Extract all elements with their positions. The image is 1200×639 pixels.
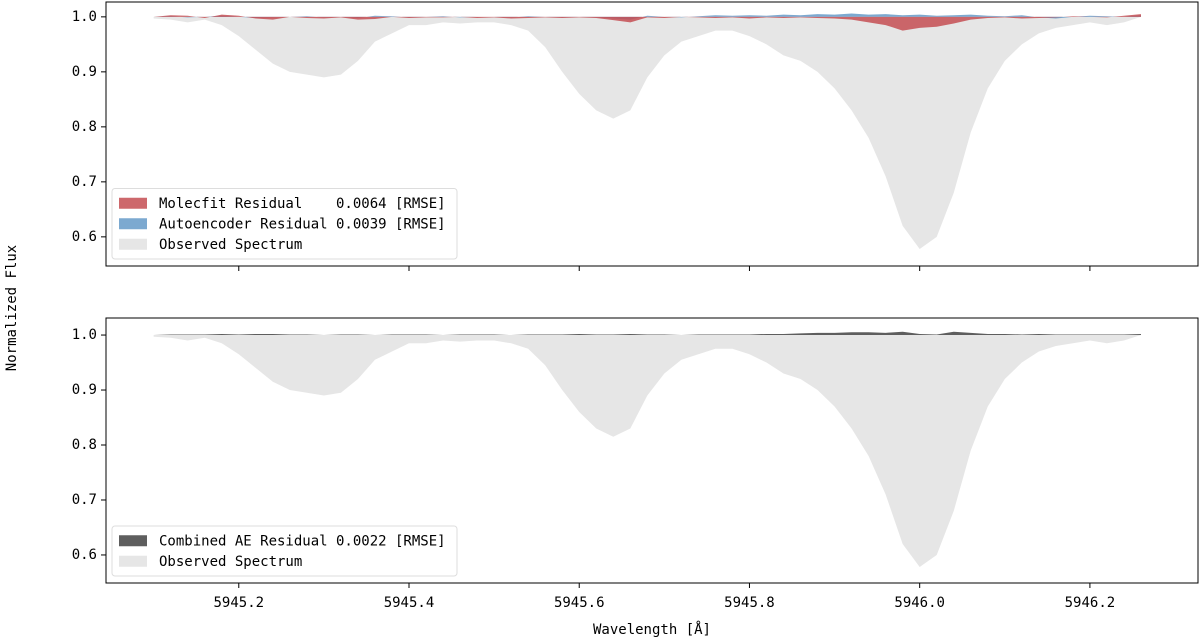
x-tick-label: 5946.0 xyxy=(894,595,945,611)
area xyxy=(153,14,1141,31)
plot-area xyxy=(153,331,1141,568)
legend-swatch xyxy=(119,197,147,209)
y-tick-label: 1.0 xyxy=(72,9,97,25)
legend-label: Autoencoder Residual 0.0039 [RMSE] xyxy=(159,216,446,232)
legend-swatch xyxy=(119,535,147,547)
area xyxy=(153,13,1141,20)
legend-label: Combined AE Residual 0.0022 [RMSE] xyxy=(159,533,446,549)
legend-box xyxy=(111,188,458,260)
y-tick-label: 0.6 xyxy=(72,229,97,245)
x-tick-label: 5945.4 xyxy=(384,595,435,611)
legend-label: Observed Spectrum xyxy=(159,237,302,253)
x-tick-label: 5945.6 xyxy=(554,595,605,611)
legend-box xyxy=(111,525,458,577)
y-tick-label: 0.6 xyxy=(72,547,97,563)
y-tick-label: 0.8 xyxy=(72,119,97,135)
legend-label: Molecfit Residual 0.0064 [RMSE] xyxy=(159,196,446,212)
y-tick-label: 0.7 xyxy=(72,492,97,508)
legend-label: Observed Spectrum xyxy=(159,554,302,570)
legend-swatch xyxy=(119,218,147,230)
y-tick-label: 0.9 xyxy=(72,382,97,398)
y-tick-label: 0.7 xyxy=(72,174,97,190)
area xyxy=(153,331,1141,336)
y-tick-label: 0.9 xyxy=(72,64,97,80)
y-tick-label: 1.0 xyxy=(72,327,97,343)
legend-swatch xyxy=(119,555,147,567)
x-tick-label: 5945.8 xyxy=(724,595,775,611)
x-tick-label: 5946.2 xyxy=(1065,595,1116,611)
y-tick-label: 0.8 xyxy=(72,437,97,453)
y-axis-label: Normalized Flux xyxy=(4,245,20,371)
plot-frame xyxy=(105,317,1199,584)
plot-area xyxy=(153,13,1141,249)
x-axis-label: Wavelength [Å] xyxy=(593,621,711,638)
x-tick-label: 5945.2 xyxy=(213,595,264,611)
legend-swatch xyxy=(119,238,147,250)
area xyxy=(153,335,1141,568)
plot-frame xyxy=(105,1,1199,267)
area xyxy=(153,16,1141,249)
